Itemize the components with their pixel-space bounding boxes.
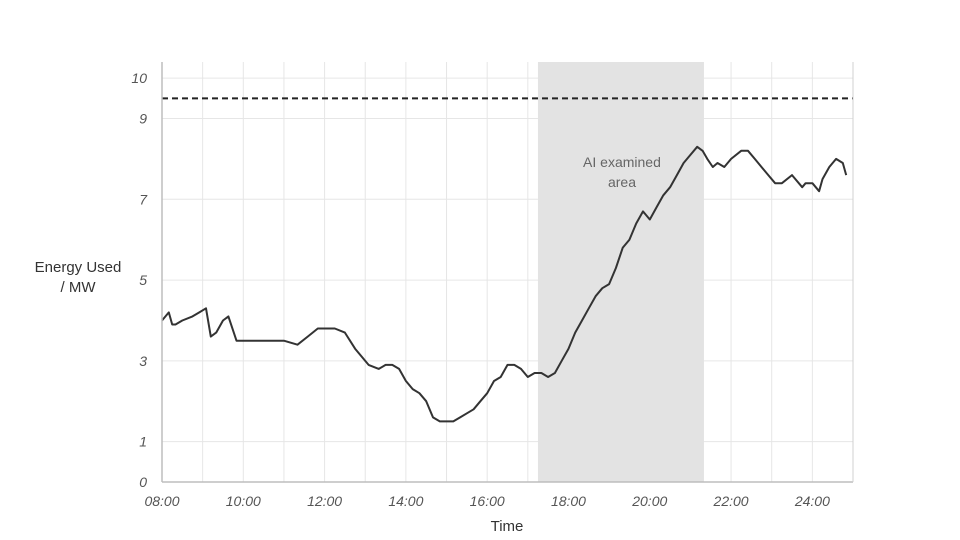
x-tick-label: 10:00 — [226, 493, 261, 509]
y-tick-label: 1 — [139, 434, 147, 450]
y-tick-label: 7 — [139, 191, 148, 207]
y-tick-label: 10 — [131, 70, 147, 86]
x-tick-label: 20:00 — [631, 493, 667, 509]
x-axis-title: Time — [491, 518, 524, 535]
highlight-band — [537, 62, 704, 482]
y-tick-label: 0 — [139, 474, 147, 490]
labels: 0 1 3 5 7 9 10 08:00 10:00 12:00 14:00 16:00 18:00 20… — [35, 70, 830, 535]
y-tick-label: 3 — [139, 353, 147, 369]
y-axis-title-line: Energy Used — [35, 259, 122, 276]
x-tick-label: 08:00 — [144, 493, 179, 509]
x-tick-label: 12:00 — [307, 493, 342, 509]
highlight-label-line: AI examined — [583, 154, 661, 170]
highlight-label-line: area — [608, 174, 636, 190]
x-tick-label: 22:00 — [713, 493, 749, 509]
y-axis-title-line: / MW — [61, 279, 97, 296]
x-tick-label: 16:00 — [470, 493, 505, 509]
y-tick-label: 9 — [139, 111, 147, 127]
y-tick-label: 5 — [139, 272, 147, 288]
x-tick-label: 14:00 — [388, 493, 423, 509]
x-tick-label: 24:00 — [794, 493, 830, 509]
ai-examined-area: AI examined area — [537, 62, 704, 482]
grid — [161, 62, 854, 483]
axes — [161, 62, 854, 483]
series-group — [161, 145, 848, 423]
energy-series-line — [161, 145, 848, 423]
x-tick-label: 18:00 — [551, 493, 586, 509]
